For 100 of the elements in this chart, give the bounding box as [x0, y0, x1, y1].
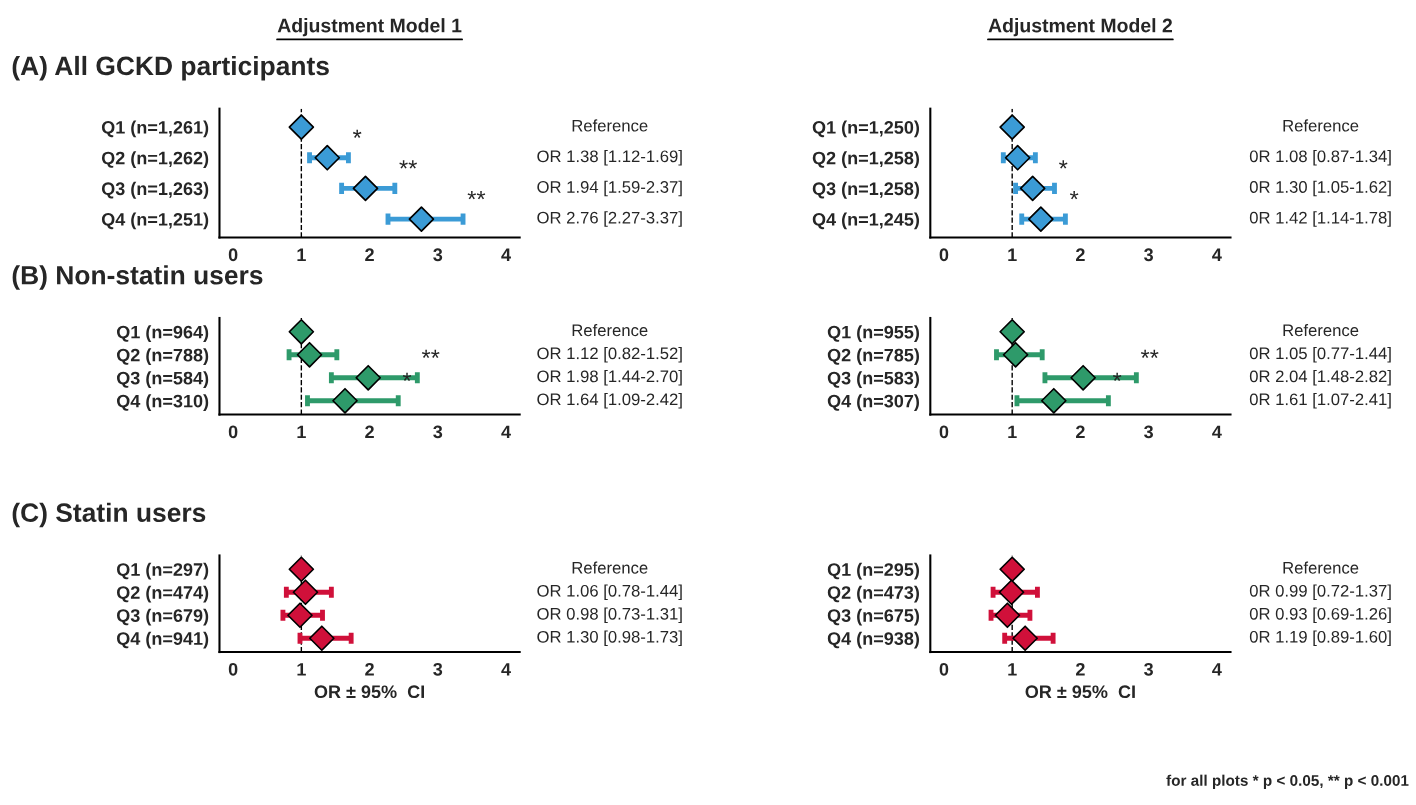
text: Reference — [1283, 324, 1359, 337]
chart-title: Adjustment Model 2 — [988, 18, 1172, 37]
text: 0R 1.05 [0.77-1.44] — [1249, 347, 1391, 363]
point — [1004, 144, 1031, 171]
text: 0R 2.04 [1.48-2.82] — [1249, 370, 1391, 386]
y-tick-label: Q2 (n=785) — [827, 348, 919, 366]
text: OR 1.30 [0.98-1.73] — [537, 630, 682, 647]
annotation: ** — [1140, 349, 1159, 358]
point — [999, 318, 1026, 345]
text: OR 1.98 [1.44-2.70] — [537, 370, 682, 386]
x-tick-label: 3 — [1144, 248, 1153, 262]
annotation: ** — [399, 160, 417, 169]
point — [1070, 364, 1097, 391]
x-tick-label: 2 — [1076, 248, 1085, 261]
text: OR 1.12 [0.82-1.52] — [537, 347, 682, 363]
point — [288, 114, 315, 140]
chart-subtitle: (B) Non-statin users — [12, 265, 263, 290]
x-tick-label: 4 — [1212, 663, 1222, 676]
chart-subtitle: (A) All GCKD participants — [12, 55, 329, 81]
point — [287, 602, 313, 629]
point — [332, 387, 358, 414]
x-tick-label: 2 — [1076, 425, 1085, 439]
point — [1040, 387, 1067, 414]
y-tick-label: Q4 (n=307) — [827, 394, 919, 412]
x-tick-label: 1 — [1008, 663, 1017, 676]
text: 0R 1.08 [0.87-1.34] — [1249, 149, 1391, 166]
text: Reference — [1283, 561, 1359, 574]
x-axis-title: OR ± 95% CI — [314, 685, 424, 699]
x-tick-label: 1 — [1008, 425, 1017, 439]
point — [998, 579, 1025, 606]
point — [1019, 175, 1046, 202]
x-tick-label: 0 — [228, 425, 238, 439]
x-tick-label: 2 — [365, 425, 374, 439]
y-tick-label: Q2 (n=788) — [116, 348, 209, 366]
text: Reference — [1283, 119, 1359, 132]
x-tick-label: 0 — [939, 248, 949, 262]
x-tick-label: 4 — [1212, 248, 1222, 261]
point — [308, 625, 335, 652]
y-tick-label: Q3 (n=584) — [116, 371, 209, 389]
y-tick-label: Q4 (n=1,245) — [812, 212, 919, 230]
point — [352, 175, 379, 202]
y-tick-label: Q2 (n=1,262) — [101, 151, 209, 169]
y-tick-label: Q1 (n=964) — [116, 325, 209, 343]
text: for all plots * p < 0.05, ** p < 0.001 — [1166, 774, 1409, 789]
annotation: * — [402, 372, 412, 381]
y-tick-label: Q2 (n=1,258) — [812, 151, 919, 169]
text: OR 1.06 [0.78-1.44] — [537, 584, 682, 601]
y-tick-label: Q3 (n=583) — [827, 371, 919, 389]
annotation: ** — [467, 190, 486, 200]
annotation: * — [1112, 372, 1122, 381]
point — [408, 206, 435, 232]
y-tick-label: Q1 (n=955) — [827, 325, 919, 343]
annotation: * — [1059, 160, 1068, 169]
y-tick-label: Q4 (n=310) — [116, 394, 209, 412]
x-tick-label: 2 — [365, 662, 374, 676]
point — [1002, 341, 1029, 368]
x-tick-label: 4 — [501, 425, 511, 439]
text: 0R 0.99 [0.72-1.37] — [1249, 584, 1391, 601]
y-tick-label: Q3 (n=1,263) — [101, 181, 209, 199]
annotation: * — [1069, 190, 1079, 200]
x-tick-label: 0 — [228, 662, 238, 676]
x-tick-label: 3 — [1144, 662, 1153, 676]
x-tick-label: 1 — [1008, 248, 1017, 261]
text: 0R 0.93 [0.69-1.26] — [1249, 607, 1391, 624]
chart-subtitle: (C) Statin users — [12, 502, 206, 528]
x-tick-label: 3 — [433, 248, 443, 262]
x-tick-label: 3 — [1144, 425, 1153, 439]
x-tick-label: 1 — [297, 663, 306, 676]
y-tick-label: Q3 (n=675) — [827, 608, 919, 626]
x-tick-label: 2 — [1076, 662, 1085, 676]
text: Reference — [572, 561, 648, 574]
text: 0R 1.61 [1.07-2.41] — [1249, 393, 1391, 409]
text: Reference — [572, 324, 648, 337]
text: OR 0.98 [0.73-1.31] — [537, 607, 682, 624]
x-tick-label: 4 — [501, 663, 511, 676]
y-tick-label: Q1 (n=1,250) — [812, 120, 919, 138]
text: 0R 1.42 [1.14-1.78] — [1249, 211, 1391, 227]
x-tick-label: 0 — [939, 662, 949, 676]
x-tick-label: 3 — [433, 425, 443, 439]
point — [288, 318, 315, 345]
x-tick-label: 1 — [297, 425, 306, 439]
annotation: ** — [421, 349, 440, 358]
text: Reference — [572, 119, 648, 132]
y-tick-label: Q2 (n=473) — [827, 585, 919, 603]
point — [1027, 206, 1054, 232]
x-tick-label: 0 — [939, 425, 949, 439]
text: OR 2.76 [2.27-3.37] — [537, 211, 682, 227]
y-tick-label: Q1 (n=295) — [827, 562, 919, 580]
x-axis-title: OR ± 95% CI — [1025, 685, 1135, 699]
point — [999, 556, 1026, 583]
y-tick-label: Q4 (n=938) — [827, 631, 919, 649]
text: 0R 1.30 [1.05-1.62] — [1249, 180, 1391, 197]
x-tick-label: 4 — [1212, 425, 1222, 439]
point — [355, 364, 382, 391]
point — [292, 579, 319, 606]
text: OR 1.64 [1.09-2.42] — [537, 393, 682, 409]
y-tick-label: Q1 (n=297) — [116, 562, 209, 580]
text: OR 1.38 [1.12-1.69] — [537, 149, 682, 166]
x-tick-label: 4 — [501, 248, 511, 261]
point — [314, 144, 341, 171]
